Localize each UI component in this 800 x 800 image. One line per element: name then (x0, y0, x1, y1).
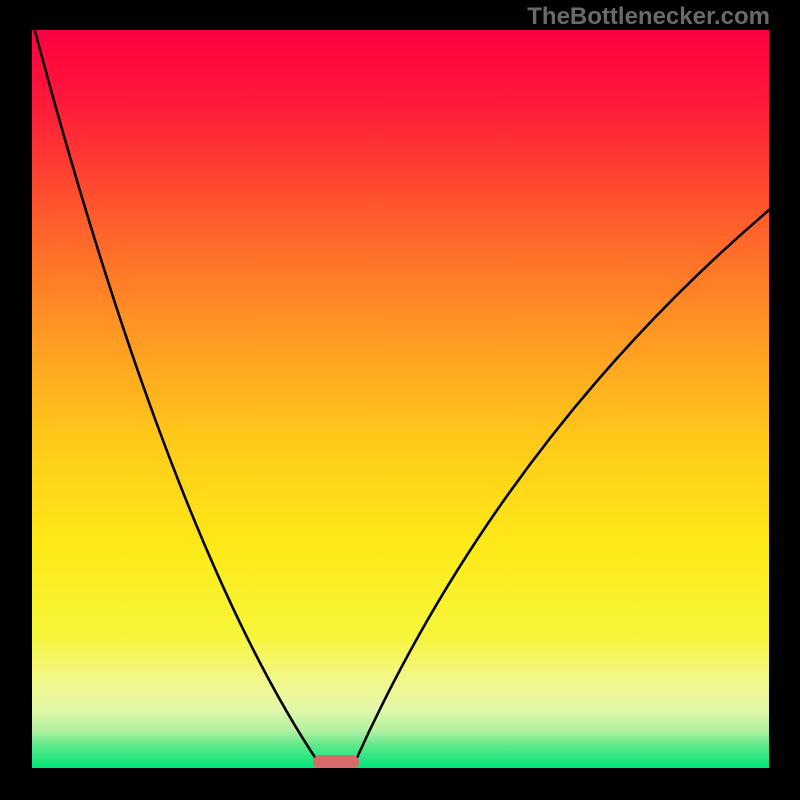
watermark-text: TheBottlenecker.com (527, 3, 770, 31)
optimal-marker (313, 755, 359, 768)
plot-area (32, 30, 769, 768)
bottleneck-curve (32, 30, 769, 768)
curve-left-branch (32, 30, 318, 762)
curve-right-branch (355, 210, 769, 762)
